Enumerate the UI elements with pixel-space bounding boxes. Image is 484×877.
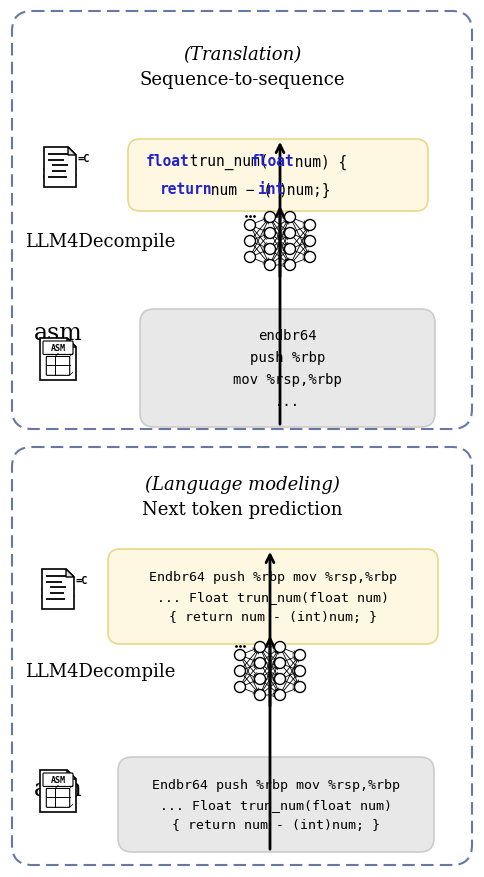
Circle shape (285, 244, 296, 255)
FancyBboxPatch shape (118, 757, 434, 852)
Circle shape (304, 236, 316, 247)
Text: src: src (42, 160, 78, 184)
Text: ASM: ASM (50, 775, 65, 784)
Circle shape (235, 650, 245, 660)
Text: trun_num(: trun_num( (181, 153, 269, 170)
Circle shape (264, 212, 275, 224)
Circle shape (285, 212, 296, 224)
FancyBboxPatch shape (128, 139, 428, 211)
Text: (Language modeling): (Language modeling) (145, 475, 339, 494)
Circle shape (235, 666, 245, 677)
FancyBboxPatch shape (46, 788, 70, 808)
Circle shape (255, 689, 266, 701)
Circle shape (255, 642, 266, 652)
Text: num − (: num − ( (202, 182, 272, 197)
FancyBboxPatch shape (43, 774, 73, 787)
Circle shape (255, 674, 266, 685)
Text: (Translation): (Translation) (183, 46, 301, 64)
Text: endbr64
push %rbp
mov %rsp,%rbp
...: endbr64 push %rbp mov %rsp,%rbp ... (233, 329, 342, 408)
FancyBboxPatch shape (46, 357, 70, 376)
Text: =C: =C (78, 153, 91, 164)
Polygon shape (67, 770, 76, 779)
Circle shape (255, 658, 266, 669)
Text: Next token prediction: Next token prediction (142, 501, 342, 518)
Circle shape (294, 681, 305, 693)
Text: LLM4Decompile: LLM4Decompile (25, 662, 175, 681)
Polygon shape (42, 569, 74, 610)
Text: Sequence-to-sequence: Sequence-to-sequence (139, 71, 345, 89)
Circle shape (285, 228, 296, 239)
FancyBboxPatch shape (12, 12, 472, 430)
FancyBboxPatch shape (43, 342, 73, 355)
Text: Endbr64 push %rbp mov %rsp,%rbp
... Float trun_num(float num)
{ return num - (in: Endbr64 push %rbp mov %rsp,%rbp ... Floa… (152, 778, 400, 831)
Circle shape (244, 236, 256, 247)
Circle shape (235, 681, 245, 693)
Text: LLM4Decompile: LLM4Decompile (25, 232, 175, 251)
Circle shape (244, 220, 256, 232)
Text: asm: asm (33, 322, 82, 345)
Polygon shape (44, 148, 76, 188)
Circle shape (274, 689, 286, 701)
Circle shape (285, 260, 296, 271)
Polygon shape (40, 770, 76, 812)
Text: float: float (251, 154, 295, 169)
Circle shape (304, 220, 316, 232)
Text: float: float (146, 154, 190, 169)
FancyBboxPatch shape (108, 549, 438, 645)
Text: int: int (258, 182, 284, 197)
Polygon shape (66, 569, 74, 577)
Circle shape (264, 244, 275, 255)
Text: Endbr64 push %rbp mov %rsp,%rbp
... Float trun_num(float num)
{ return num - (in: Endbr64 push %rbp mov %rsp,%rbp ... Floa… (149, 570, 397, 624)
Text: asm: asm (33, 777, 82, 800)
Circle shape (294, 666, 305, 677)
FancyBboxPatch shape (12, 447, 472, 865)
Circle shape (264, 228, 275, 239)
Circle shape (244, 253, 256, 263)
Text: =C: =C (76, 575, 89, 585)
Text: )num;}: )num;} (279, 182, 332, 197)
Circle shape (274, 658, 286, 669)
Circle shape (274, 674, 286, 685)
Circle shape (264, 260, 275, 271)
Circle shape (294, 650, 305, 660)
Text: return: return (160, 182, 212, 197)
Text: src: src (40, 581, 76, 603)
Text: num) {: num) { (286, 154, 347, 169)
Polygon shape (67, 339, 76, 347)
FancyBboxPatch shape (140, 310, 435, 427)
Circle shape (304, 253, 316, 263)
Polygon shape (40, 339, 76, 381)
Polygon shape (68, 148, 76, 156)
Circle shape (274, 642, 286, 652)
Text: ASM: ASM (50, 344, 65, 353)
